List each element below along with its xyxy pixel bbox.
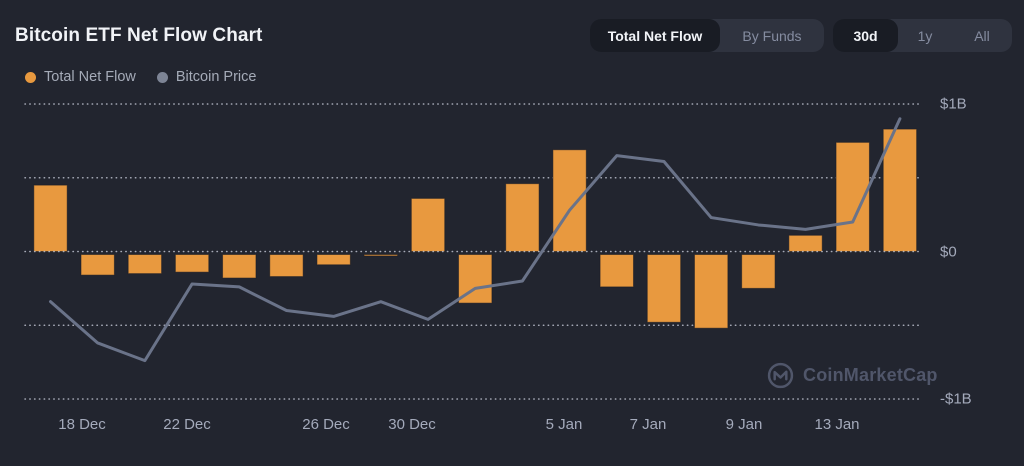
x-axis-label: 26 Dec bbox=[302, 416, 350, 433]
chart-legend: Total Net Flow Bitcoin Price bbox=[25, 69, 256, 85]
legend-dot-icon bbox=[25, 71, 36, 83]
y-axis-label: -$1B bbox=[940, 390, 972, 408]
coinmarketcap-watermark: CoinMarketCap bbox=[767, 362, 938, 389]
legend-item-total-net-flow[interactable]: Total Net Flow bbox=[25, 69, 136, 85]
x-axis-label: 22 Dec bbox=[163, 416, 211, 433]
page-title: Bitcoin ETF Net Flow Chart bbox=[15, 25, 263, 46]
toggle-total-net-flow[interactable]: Total Net Flow bbox=[590, 19, 720, 52]
legend-label-total-net-flow: Total Net Flow bbox=[44, 69, 136, 85]
range-toggle-group: 30d 1y All bbox=[833, 19, 1012, 52]
legend-dot-icon bbox=[156, 71, 168, 83]
toggle-range-1y[interactable]: 1y bbox=[898, 19, 952, 52]
legend-label-bitcoin-price: Bitcoin Price bbox=[175, 69, 257, 85]
x-axis-label: 9 Jan bbox=[725, 416, 763, 433]
view-toggle-group: Total Net Flow By Funds bbox=[590, 19, 824, 52]
x-axis-label: 7 Jan bbox=[629, 416, 667, 433]
toggle-range-30d[interactable]: 30d bbox=[833, 19, 898, 52]
watermark-text: CoinMarketCap bbox=[803, 365, 938, 385]
x-axis-label: 5 Jan bbox=[545, 416, 583, 433]
legend-item-bitcoin-price[interactable]: Bitcoin Price bbox=[156, 69, 257, 85]
toggle-range-all[interactable]: All bbox=[952, 19, 1012, 52]
y-axis-label: $1B bbox=[940, 95, 967, 113]
y-axis-label: $0 bbox=[940, 243, 957, 260]
coinmarketcap-logo-icon bbox=[767, 362, 794, 389]
x-axis-label: 18 Dec bbox=[58, 416, 106, 433]
toggle-by-funds[interactable]: By Funds bbox=[720, 19, 824, 52]
x-axis-label: 13 Jan bbox=[814, 416, 860, 433]
x-axis-label: 30 Dec bbox=[388, 416, 436, 433]
